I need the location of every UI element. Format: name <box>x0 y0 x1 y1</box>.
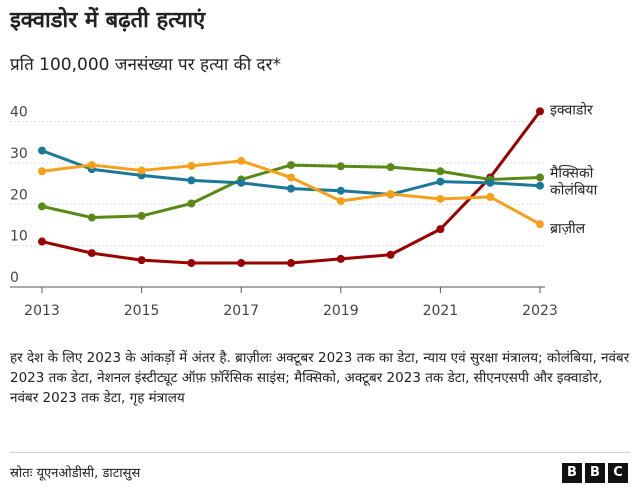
y-tick-label: 30 <box>10 146 28 162</box>
data-point <box>38 146 46 155</box>
y-axis-ticks: 0 10 20 30 40 <box>10 105 28 286</box>
bbc-logo-letter: B <box>562 463 582 483</box>
data-point <box>386 163 395 172</box>
data-point <box>336 254 345 263</box>
data-point <box>436 167 445 176</box>
series-lines <box>38 107 544 268</box>
data-point <box>87 213 96 222</box>
data-point <box>386 250 395 259</box>
data-point <box>137 211 146 220</box>
data-point <box>137 166 146 175</box>
bbc-logo: B B C <box>562 463 628 483</box>
footnote: हर देश के लिए 2023 के आंकड़ों में अंतर ह… <box>10 350 630 406</box>
data-point <box>137 256 146 265</box>
data-point <box>536 173 544 182</box>
data-point <box>287 173 295 182</box>
x-tick-label: 2019 <box>323 303 359 319</box>
x-axis-ticks: 2013 2015 2017 2019 2021 2023 <box>24 287 558 319</box>
data-point <box>287 161 295 170</box>
series-label: कोलंबिया <box>550 182 598 199</box>
data-point <box>237 259 246 268</box>
series-label: ब्राज़ील <box>550 220 586 237</box>
data-point <box>287 259 295 268</box>
x-tick-label: 2017 <box>223 303 259 319</box>
chart-title: इक्वाडोर में बढ़ती हत्याएं <box>10 8 206 33</box>
data-point <box>87 249 96 258</box>
data-point <box>436 225 445 234</box>
bbc-logo-letter: C <box>608 463 628 483</box>
data-point <box>336 162 345 171</box>
data-point <box>436 177 445 186</box>
x-tick-label: 2023 <box>522 303 558 319</box>
source-text: स्रोतः यूएनओडीसी, डाटासुस <box>10 466 141 481</box>
chart-subtitle: प्रति 100,000 जनसंख्या पर हत्या की दर* <box>10 55 282 75</box>
data-point <box>287 184 295 193</box>
data-point <box>187 176 196 185</box>
data-point <box>187 259 196 268</box>
data-point <box>38 237 46 246</box>
grid <box>10 121 545 288</box>
data-point <box>336 197 345 206</box>
x-tick-label: 2021 <box>423 303 459 319</box>
data-point <box>237 156 246 165</box>
y-tick-label: 10 <box>10 229 28 245</box>
data-point <box>187 199 196 208</box>
x-tick-label: 2015 <box>124 303 160 319</box>
line-chart: 0 10 20 30 40 2013 2015 2017 2019 2021 2023 इक्वा… <box>10 101 598 319</box>
data-point <box>38 167 46 176</box>
data-point <box>87 161 96 170</box>
y-tick-label: 0 <box>10 270 19 286</box>
data-point <box>237 178 246 187</box>
data-point <box>536 181 544 190</box>
bbc-logo-letter: B <box>585 463 605 483</box>
data-point <box>336 186 345 195</box>
data-point <box>486 178 495 187</box>
x-tick-label: 2013 <box>24 303 60 319</box>
data-point <box>436 194 445 203</box>
footer-divider <box>10 452 630 453</box>
series-labels: इक्वाडोर मैक्सिकोकोलंबिया ब्राज़ील <box>550 101 598 237</box>
series-label: मैक्सिको <box>550 164 594 181</box>
data-point <box>187 161 196 170</box>
data-point <box>536 107 544 116</box>
y-tick-label: 40 <box>10 105 28 121</box>
series-label: इक्वाडोर <box>550 101 593 118</box>
data-point <box>536 220 544 229</box>
data-point <box>38 202 46 211</box>
data-point <box>386 190 395 198</box>
data-point <box>486 192 495 201</box>
y-tick-label: 20 <box>10 187 28 203</box>
